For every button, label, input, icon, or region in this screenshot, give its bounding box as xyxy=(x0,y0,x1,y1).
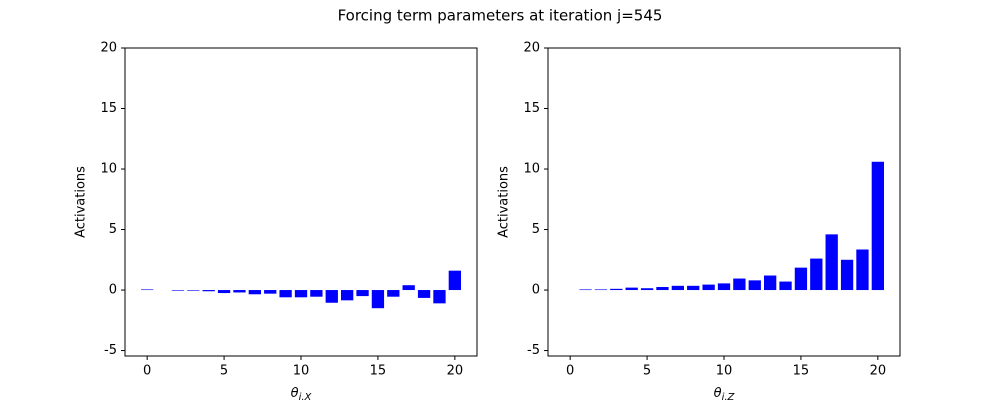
bar xyxy=(202,290,215,292)
bar xyxy=(248,290,261,295)
x-axis-label-subscript: i,Z xyxy=(722,392,736,400)
bar xyxy=(356,290,369,297)
x-tick-label: 5 xyxy=(643,364,651,379)
y-tick-label: 15 xyxy=(523,101,540,116)
y-tick-label: 10 xyxy=(100,162,117,177)
bar xyxy=(371,290,385,309)
y-tick-label: 20 xyxy=(100,41,117,56)
x-tick-label: 15 xyxy=(793,364,810,379)
x-axis-label-symbol: θ xyxy=(714,386,722,400)
x-tick-label: 15 xyxy=(370,364,387,379)
x-axis-label: θi,Z xyxy=(714,386,736,400)
figure-title: Forcing term parameters at iteration j=5… xyxy=(338,7,663,25)
bar xyxy=(433,290,446,304)
y-tick-label: -5 xyxy=(104,343,117,358)
y-tick-label: 10 xyxy=(523,162,540,177)
bar xyxy=(233,290,246,293)
x-tick-label: 0 xyxy=(143,364,151,379)
bar xyxy=(702,284,715,291)
y-tick-label: 5 xyxy=(532,222,540,237)
bar xyxy=(294,290,308,298)
bar xyxy=(871,161,884,291)
bar xyxy=(264,290,277,294)
bar xyxy=(417,290,431,298)
x-tick-label: 0 xyxy=(566,364,574,379)
bar xyxy=(733,278,746,291)
x-axis-label-symbol: θ xyxy=(291,386,299,400)
x-tick-label: 20 xyxy=(870,364,887,379)
bar xyxy=(610,288,623,291)
bar xyxy=(448,270,461,291)
bar xyxy=(779,281,792,291)
x-axis-label-subscript: i,X xyxy=(299,392,313,400)
bar xyxy=(794,267,808,291)
y-tick-label: 0 xyxy=(109,283,117,298)
bar xyxy=(310,290,323,297)
y-tick-label: 0 xyxy=(532,283,540,298)
y-axis-label: Activations xyxy=(497,166,512,238)
bar xyxy=(187,290,200,291)
x-tick-label: 20 xyxy=(447,364,464,379)
x-tick-label: 5 xyxy=(220,364,228,379)
bar xyxy=(717,283,731,291)
bar xyxy=(594,289,608,291)
bar xyxy=(387,290,400,297)
bar xyxy=(825,234,838,291)
bar xyxy=(217,290,231,294)
bar xyxy=(325,290,338,303)
y-axis-label: Activations xyxy=(74,166,89,238)
bar xyxy=(625,287,638,291)
y-tick-label: 5 xyxy=(109,222,117,237)
x-tick-label: 10 xyxy=(716,364,733,379)
bar xyxy=(840,259,854,291)
bar xyxy=(656,287,669,291)
bar xyxy=(687,285,700,291)
bar xyxy=(171,290,185,291)
bar xyxy=(810,258,823,291)
bar xyxy=(764,275,777,291)
bar xyxy=(640,288,654,291)
x-tick-label: 10 xyxy=(293,364,310,379)
bar xyxy=(341,290,354,301)
bar xyxy=(671,285,684,291)
x-axis-label: θi,X xyxy=(291,386,313,400)
y-tick-label: 20 xyxy=(523,41,540,56)
y-tick-label: 15 xyxy=(100,101,117,116)
bar xyxy=(402,285,415,291)
bar xyxy=(579,289,592,291)
bar xyxy=(748,280,761,291)
y-tick-label: -5 xyxy=(527,343,540,358)
bar xyxy=(141,289,154,291)
bar xyxy=(856,249,869,291)
bar xyxy=(279,290,292,298)
